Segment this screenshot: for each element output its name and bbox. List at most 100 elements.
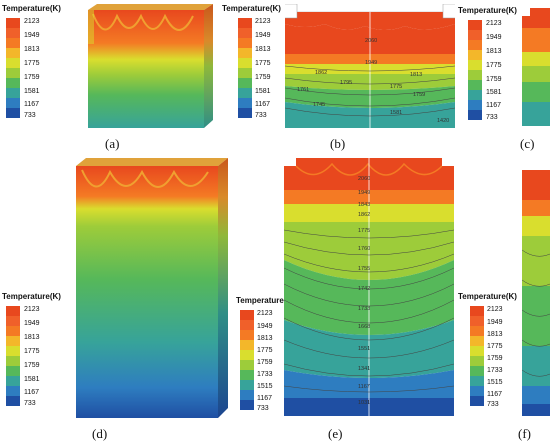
panel-d-block [76, 158, 228, 418]
legend-tick: 1759 [257, 359, 273, 366]
legend-swatch [470, 386, 484, 396]
legend-title: Temperature(K) [222, 4, 281, 13]
legend-tick: 2123 [486, 20, 502, 27]
legend-swatch [238, 18, 252, 28]
legend-swatch [6, 78, 20, 88]
legend-tick: 1949 [486, 34, 502, 41]
contour-label: 1755 [358, 266, 370, 272]
legend-swatch [6, 108, 20, 118]
legend-tick: 1813 [486, 48, 502, 55]
legend-tick: 1775 [255, 60, 271, 67]
legend-swatch [240, 380, 254, 390]
legend-swatch [470, 376, 484, 386]
legend-tick: 1813 [487, 331, 503, 338]
legend-swatch [470, 356, 484, 366]
legend-swatch [238, 38, 252, 48]
contour-label: 1420 [437, 118, 449, 124]
panel-f-contour [522, 170, 550, 416]
legend-swatch [468, 60, 482, 70]
legend-swatch [6, 306, 20, 316]
legend-tick: 1759 [255, 74, 271, 81]
legend-swatch [470, 346, 484, 356]
contour-label: 2060 [358, 176, 370, 182]
legend-tick: 733 [257, 405, 269, 412]
contour-label: 1668 [358, 324, 370, 330]
legend-tick: 2123 [24, 18, 40, 25]
legend-swatch [468, 100, 482, 110]
legend-tick: 733 [486, 114, 498, 121]
contour-label: 1745 [313, 102, 325, 108]
legend-swatch [470, 326, 484, 336]
legend-swatch [240, 350, 254, 360]
legend-swatch [468, 40, 482, 50]
legend-tick: 1581 [24, 88, 40, 95]
legend-swatch [238, 78, 252, 88]
legend-swatch [6, 48, 20, 58]
legend-title: Temperature(K) [2, 292, 61, 301]
legend-swatch [6, 326, 20, 336]
contour-label: 1949 [365, 60, 377, 66]
legend-tick: 1949 [255, 32, 271, 39]
legend-tick: 733 [24, 400, 36, 407]
legend-tick: 1759 [24, 74, 40, 81]
legend-swatch [468, 80, 482, 90]
contour-label: 1949 [358, 190, 370, 196]
legend-tick: 1949 [24, 32, 40, 39]
legend-swatch [238, 28, 252, 38]
legend-tick: 1775 [257, 347, 273, 354]
legend-tick: 1167 [487, 391, 503, 398]
legend-swatch [240, 390, 254, 400]
legend-tick: 1581 [24, 376, 40, 383]
contour-label: 1551 [358, 346, 370, 352]
legend-tick: 1813 [24, 46, 40, 53]
legend-tick: 1515 [487, 379, 503, 386]
legend-swatch [6, 386, 20, 396]
legend-tick: 1813 [24, 334, 40, 341]
legend-tick: 1775 [487, 343, 503, 350]
legend-tick: 733 [255, 112, 267, 119]
legend-swatch [6, 58, 20, 68]
caption-e: (e) [328, 426, 343, 441]
legend-swatch [6, 356, 20, 366]
legend-swatch [240, 370, 254, 380]
panel-b-contour: 2060 1949 1862 1813 1795 1775 1761 1759 … [285, 4, 455, 128]
contour-label: 1813 [410, 72, 422, 78]
caption-a: (a) [105, 136, 120, 151]
legend-swatch [238, 58, 252, 68]
contour-label: 1581 [390, 110, 402, 116]
panel-e-contour: 2060 1949 1843 1862 1775 1760 1755 1742 … [284, 150, 454, 416]
legend-swatch [240, 340, 254, 350]
legend-tick: 1733 [487, 367, 503, 374]
contour-label: 1795 [340, 80, 352, 86]
legend-swatch [6, 366, 20, 376]
legend-tick: 1167 [24, 101, 40, 108]
legend-tick: 2123 [255, 18, 271, 25]
contour-label: 1167 [358, 384, 370, 390]
legend-tick: 1775 [486, 62, 502, 69]
legend-tick: 1167 [24, 389, 40, 396]
legend-tick: 2123 [257, 310, 273, 317]
legend-tick: 1949 [487, 319, 503, 326]
legend-swatch [468, 110, 482, 120]
legend-tick: 1775 [24, 348, 40, 355]
legend-tick: 1775 [24, 60, 40, 67]
legend-tick: 1949 [257, 323, 273, 330]
legend-swatch [6, 28, 20, 38]
legend-title: Temperature(K) [236, 296, 295, 305]
legend-tick: 1759 [486, 76, 502, 83]
contour-label: 1843 [358, 202, 370, 208]
legend-swatch [6, 316, 20, 326]
legend-tick: 1581 [486, 89, 502, 96]
contour-label: 1733 [358, 306, 370, 312]
contour-label: 1760 [358, 246, 370, 252]
legend-swatch [238, 48, 252, 58]
legend-swatch [240, 360, 254, 370]
contour-label: 1862 [358, 212, 370, 218]
legend-swatch [6, 38, 20, 48]
legend-swatch [470, 396, 484, 406]
legend-swatch [470, 336, 484, 346]
legend-tick: 1167 [255, 101, 271, 108]
contour-label: 1862 [315, 70, 327, 76]
legend-swatch [238, 88, 252, 98]
